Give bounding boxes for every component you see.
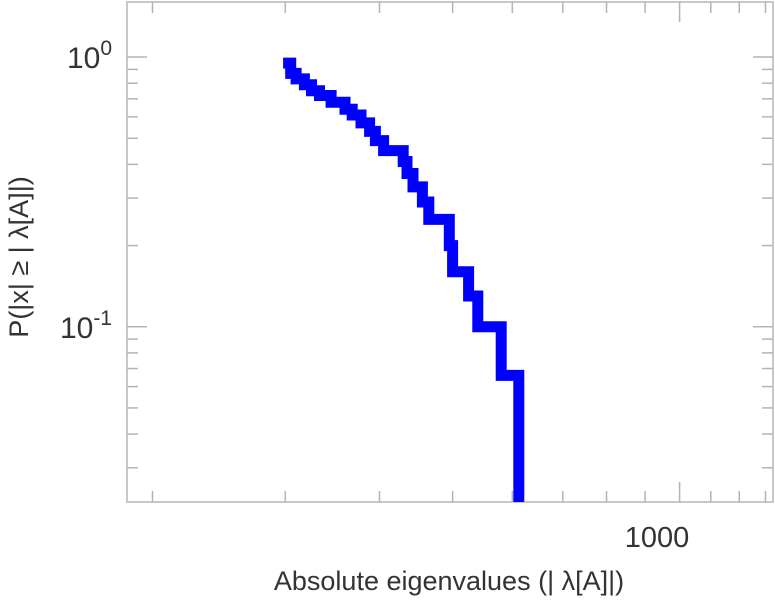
x-axis-title: Absolute eigenvalues (| λ[A]|) [274, 566, 624, 596]
x-tick-label-1000: 1000 [625, 522, 690, 554]
series-layer [283, 57, 525, 502]
axis-ticks [127, 2, 773, 502]
series-line-0 [283, 57, 525, 502]
y-tick-label-1e-1: 10-1 [60, 307, 112, 345]
y-tick-label-1e0: 100 [67, 37, 112, 75]
plot-frame [126, 1, 774, 503]
y-axis-title: P(|x| ≥ | λ[A]|) [4, 176, 34, 337]
